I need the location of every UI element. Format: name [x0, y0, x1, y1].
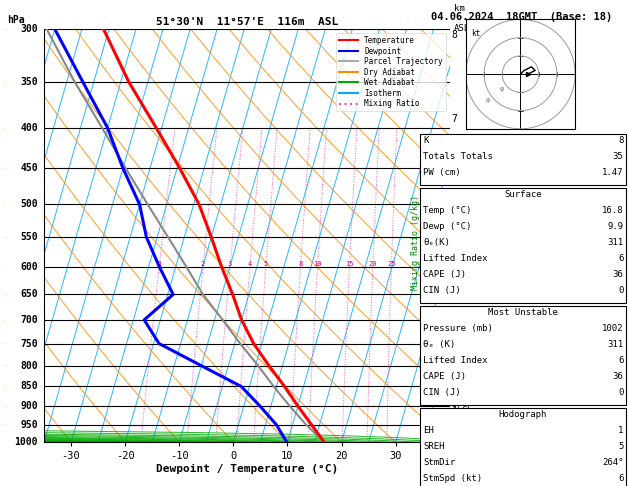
- Text: 750: 750: [20, 339, 38, 348]
- Text: -: -: [3, 363, 8, 369]
- Text: 6: 6: [618, 356, 623, 365]
- Text: 500: 500: [20, 199, 38, 209]
- Text: 311: 311: [607, 340, 623, 349]
- Text: Dewp (°C): Dewp (°C): [423, 222, 472, 231]
- Text: CAPE (J): CAPE (J): [423, 372, 466, 382]
- Text: 300: 300: [20, 24, 38, 34]
- Legend: Temperature, Dewpoint, Parcel Trajectory, Dry Adiabat, Wet Adiabat, Isotherm, Mi: Temperature, Dewpoint, Parcel Trajectory…: [336, 33, 446, 111]
- Text: 550: 550: [20, 232, 38, 242]
- Text: 6: 6: [618, 254, 623, 263]
- Text: 5: 5: [264, 261, 268, 267]
- Title: 51°30'N  11°57'E  116m  ASL: 51°30'N 11°57'E 116m ASL: [156, 17, 338, 27]
- Text: 2: 2: [201, 261, 205, 267]
- Text: -: -: [3, 403, 8, 409]
- Text: 16.8: 16.8: [602, 206, 623, 215]
- Text: -: -: [3, 201, 8, 208]
- Text: -: -: [3, 79, 8, 85]
- Text: 600: 600: [20, 262, 38, 272]
- Text: 3: 3: [452, 315, 458, 325]
- Text: 04.06.2024  18GMT  (Base: 18): 04.06.2024 18GMT (Base: 18): [431, 12, 613, 22]
- Text: Surface: Surface: [504, 190, 542, 199]
- X-axis label: Dewpoint / Temperature (°C): Dewpoint / Temperature (°C): [156, 464, 338, 474]
- Text: θₑ (K): θₑ (K): [423, 340, 455, 349]
- Text: 350: 350: [20, 77, 38, 87]
- Text: 900: 900: [20, 401, 38, 411]
- Text: 8: 8: [618, 136, 623, 145]
- Text: Lifted Index: Lifted Index: [423, 254, 488, 263]
- Text: 400: 400: [20, 123, 38, 133]
- Text: Hodograph: Hodograph: [499, 410, 547, 419]
- Text: -: -: [3, 125, 8, 131]
- Text: -: -: [3, 165, 8, 171]
- Text: CIN (J): CIN (J): [423, 388, 461, 398]
- Text: -: -: [3, 317, 8, 323]
- Text: 1LCL: 1LCL: [452, 406, 472, 415]
- Text: CAPE (J): CAPE (J): [423, 270, 466, 279]
- Text: 3: 3: [228, 261, 232, 267]
- Text: ASL: ASL: [454, 24, 470, 34]
- Text: 650: 650: [20, 290, 38, 299]
- Text: Pressure (mb): Pressure (mb): [423, 324, 493, 333]
- Text: hPa: hPa: [8, 15, 25, 25]
- Text: Lifted Index: Lifted Index: [423, 356, 488, 365]
- Text: SREH: SREH: [423, 442, 445, 451]
- Text: K: K: [423, 136, 429, 145]
- Text: φ: φ: [486, 97, 490, 103]
- Text: -: -: [3, 292, 8, 297]
- Text: 450: 450: [20, 163, 38, 174]
- Text: km: km: [454, 3, 465, 13]
- Text: 10: 10: [313, 261, 322, 267]
- Text: Mixing Ratio (g/kg): Mixing Ratio (g/kg): [411, 195, 420, 291]
- Text: CIN (J): CIN (J): [423, 286, 461, 295]
- Text: Temp (°C): Temp (°C): [423, 206, 472, 215]
- Text: -: -: [3, 341, 8, 347]
- Text: 36: 36: [613, 270, 623, 279]
- Text: 36: 36: [613, 372, 623, 382]
- Text: EH: EH: [423, 426, 434, 435]
- Text: StmSpd (kt): StmSpd (kt): [423, 474, 482, 484]
- Text: 4: 4: [248, 261, 252, 267]
- Text: 264°: 264°: [602, 458, 623, 468]
- Text: 2: 2: [452, 361, 458, 371]
- Text: 311: 311: [607, 238, 623, 247]
- Text: Totals Totals: Totals Totals: [423, 152, 493, 161]
- Text: 5: 5: [618, 442, 623, 451]
- Text: Most Unstable: Most Unstable: [488, 308, 558, 317]
- Text: 1: 1: [618, 426, 623, 435]
- Text: 800: 800: [20, 361, 38, 371]
- Text: 850: 850: [20, 382, 38, 392]
- Text: © weatheronline.co.uk: © weatheronline.co.uk: [474, 473, 572, 482]
- Text: 7: 7: [452, 114, 458, 124]
- Text: 950: 950: [20, 419, 38, 430]
- Text: -: -: [3, 264, 8, 270]
- Text: 20: 20: [369, 261, 377, 267]
- Text: -: -: [3, 234, 8, 240]
- Text: 1002: 1002: [602, 324, 623, 333]
- Text: 35: 35: [613, 152, 623, 161]
- Text: 6: 6: [618, 474, 623, 484]
- Text: 4: 4: [452, 271, 458, 280]
- Text: θₑ(K): θₑ(K): [423, 238, 450, 247]
- Text: 0: 0: [618, 388, 623, 398]
- Text: 1: 1: [157, 261, 161, 267]
- Text: PW (cm): PW (cm): [423, 168, 461, 177]
- Text: 8: 8: [298, 261, 303, 267]
- Text: φ: φ: [500, 86, 504, 92]
- Text: 25: 25: [387, 261, 396, 267]
- Text: -: -: [3, 422, 8, 428]
- Text: 1000: 1000: [14, 437, 38, 447]
- Text: StmDir: StmDir: [423, 458, 455, 468]
- Text: kt: kt: [471, 29, 481, 37]
- Text: 5: 5: [452, 229, 458, 239]
- Text: 700: 700: [20, 315, 38, 325]
- Text: 6: 6: [452, 174, 458, 185]
- Text: -: -: [3, 383, 8, 389]
- Text: 1.47: 1.47: [602, 168, 623, 177]
- Text: 9.9: 9.9: [607, 222, 623, 231]
- Text: 1: 1: [452, 401, 458, 411]
- Text: 8: 8: [452, 30, 458, 40]
- Text: 15: 15: [345, 261, 353, 267]
- Text: -: -: [3, 26, 8, 32]
- Text: 0: 0: [618, 286, 623, 295]
